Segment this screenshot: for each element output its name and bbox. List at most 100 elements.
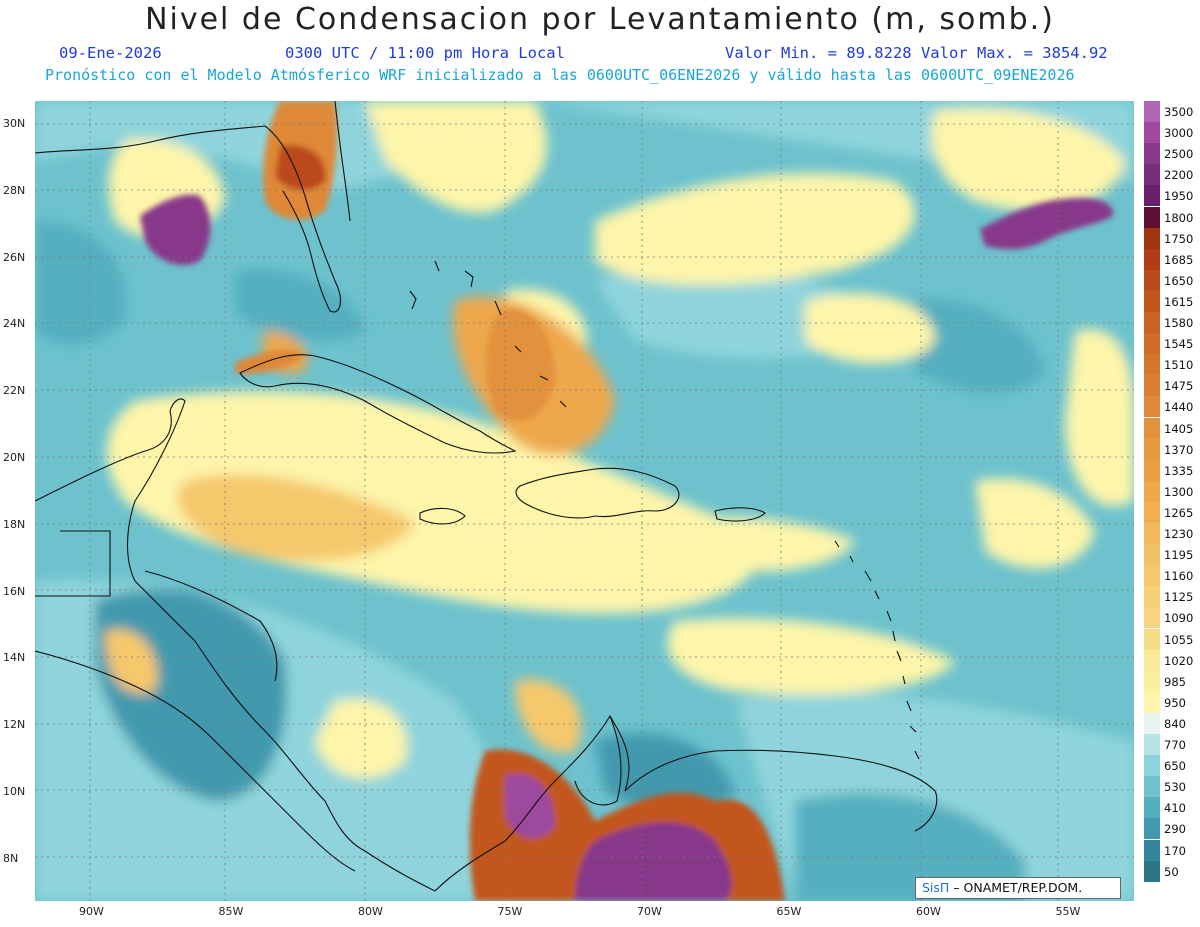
legend-swatch: [1144, 438, 1160, 460]
legend-label: 1125: [1164, 590, 1194, 605]
legend-entry: 1580: [1144, 312, 1200, 334]
credit-text: – ONAMET/REP.DOM.: [953, 880, 1083, 895]
legend-entry: 1230: [1144, 523, 1200, 545]
legend-entry: 2500: [1144, 143, 1200, 165]
legend-swatch: [1144, 712, 1160, 734]
legend-swatch: [1144, 227, 1160, 249]
valid-time-label: 0300 UTC / 11:00 pm Hora Local: [285, 44, 565, 62]
legend-swatch: [1144, 860, 1160, 882]
legend-label: 1475: [1164, 379, 1194, 394]
legend-swatch: [1144, 818, 1160, 840]
legend-label: 770: [1164, 738, 1186, 752]
legend-swatch: [1144, 501, 1160, 523]
legend-label: 1335: [1164, 463, 1194, 478]
legend-entry: 1020: [1144, 649, 1200, 671]
legend-swatch: [1144, 206, 1160, 228]
lat-label: 24N: [3, 317, 26, 331]
legend-label: 50: [1164, 864, 1179, 879]
legend-swatch: [1144, 649, 1160, 671]
legend-label: 530: [1164, 780, 1186, 795]
legend-entry: 1685: [1144, 248, 1200, 270]
legend-label: 1800: [1164, 210, 1194, 225]
legend-label: 1265: [1164, 505, 1194, 520]
legend-swatch: [1144, 607, 1160, 629]
legend-label: 3500: [1164, 105, 1194, 119]
legend-label: 2500: [1164, 147, 1194, 162]
legend-swatch: [1144, 122, 1160, 144]
legend-label: 1545: [1164, 337, 1194, 352]
legend-entry: 3500: [1144, 101, 1200, 123]
lat-label: 28N: [3, 183, 26, 197]
legend-label: 1230: [1164, 527, 1194, 541]
legend-label: 1160: [1164, 569, 1194, 584]
legend-entry: 410: [1144, 797, 1200, 819]
legend-swatch: [1144, 797, 1160, 819]
legend-swatch: [1144, 417, 1160, 439]
legend-entry: 1510: [1144, 354, 1200, 376]
legend-swatch: [1144, 691, 1160, 713]
legend-label: 650: [1164, 759, 1186, 774]
legend-entry: 1650: [1144, 269, 1200, 291]
legend-entry: 1090: [1144, 607, 1200, 629]
legend-swatch: [1144, 375, 1160, 397]
legend-entry: 1370: [1144, 438, 1200, 460]
lat-label: 8N: [3, 851, 19, 865]
legend-entry: 290: [1144, 818, 1200, 840]
lat-label: 18N: [3, 517, 26, 531]
lon-label: 85W: [218, 905, 244, 918]
legend-swatch: [1144, 565, 1160, 587]
legend-label: 1090: [1164, 611, 1194, 626]
legend-label: 290: [1164, 822, 1186, 837]
legend-swatch: [1144, 354, 1160, 376]
legend-swatch: [1144, 459, 1160, 481]
legend-swatch: [1144, 143, 1160, 165]
lon-label: 60W: [916, 905, 941, 918]
legend-entry: 1800: [1144, 206, 1200, 228]
legend-entry: 1265: [1144, 501, 1200, 523]
legend-swatch: [1144, 734, 1160, 756]
legend-swatch: [1144, 185, 1160, 207]
legend-entry: 1950: [1144, 185, 1200, 207]
sispi-logo: SisΠ: [922, 880, 950, 895]
legend-swatch: [1144, 839, 1160, 861]
map-canvas: [35, 101, 1134, 901]
legend-label: 840: [1164, 716, 1186, 731]
legend-entry: 1125: [1144, 586, 1200, 608]
legend-swatch: [1144, 269, 1160, 291]
lat-label: 22N: [3, 384, 26, 398]
lat-label: 30N: [3, 117, 26, 130]
legend-label: 3000: [1164, 126, 1194, 141]
graticule: [35, 101, 1134, 901]
lcl-map: SisΠ – ONAMET/REP.DOM.: [35, 101, 1134, 901]
lat-label: 12N: [3, 718, 26, 732]
legend-label: 1685: [1164, 252, 1194, 267]
legend-entry: 1405: [1144, 417, 1200, 439]
legend-swatch: [1144, 290, 1160, 312]
legend-swatch: [1144, 480, 1160, 502]
legend-entry: 170: [1144, 839, 1200, 861]
legend-entry: 1440: [1144, 396, 1200, 418]
legend-label: 170: [1164, 843, 1186, 858]
legend-swatch: [1144, 755, 1160, 777]
legend-entry: 530: [1144, 776, 1200, 798]
credit-box: SisΠ – ONAMET/REP.DOM.: [915, 877, 1121, 899]
legend-entry: 3000: [1144, 122, 1200, 144]
legend-entry: 1545: [1144, 333, 1200, 355]
legend-entry: 50: [1144, 860, 1200, 882]
coastlines: [35, 101, 938, 892]
legend-label: 1750: [1164, 231, 1194, 246]
lat-label: 26N: [3, 250, 26, 264]
legend-swatch: [1144, 101, 1160, 123]
legend-entry: 985: [1144, 670, 1200, 692]
legend-entry: 1615: [1144, 290, 1200, 312]
legend-entry: 1160: [1144, 565, 1200, 587]
legend-entry: 950: [1144, 691, 1200, 713]
legend-entry: 770: [1144, 734, 1200, 756]
legend-label: 1510: [1164, 358, 1194, 373]
legend-label: 1300: [1164, 484, 1194, 499]
lon-label: 65W: [776, 905, 802, 918]
lon-label: 80W: [358, 905, 383, 918]
legend-label: 1580: [1164, 316, 1194, 330]
legend-swatch: [1144, 586, 1160, 608]
legend-swatch: [1144, 396, 1160, 418]
